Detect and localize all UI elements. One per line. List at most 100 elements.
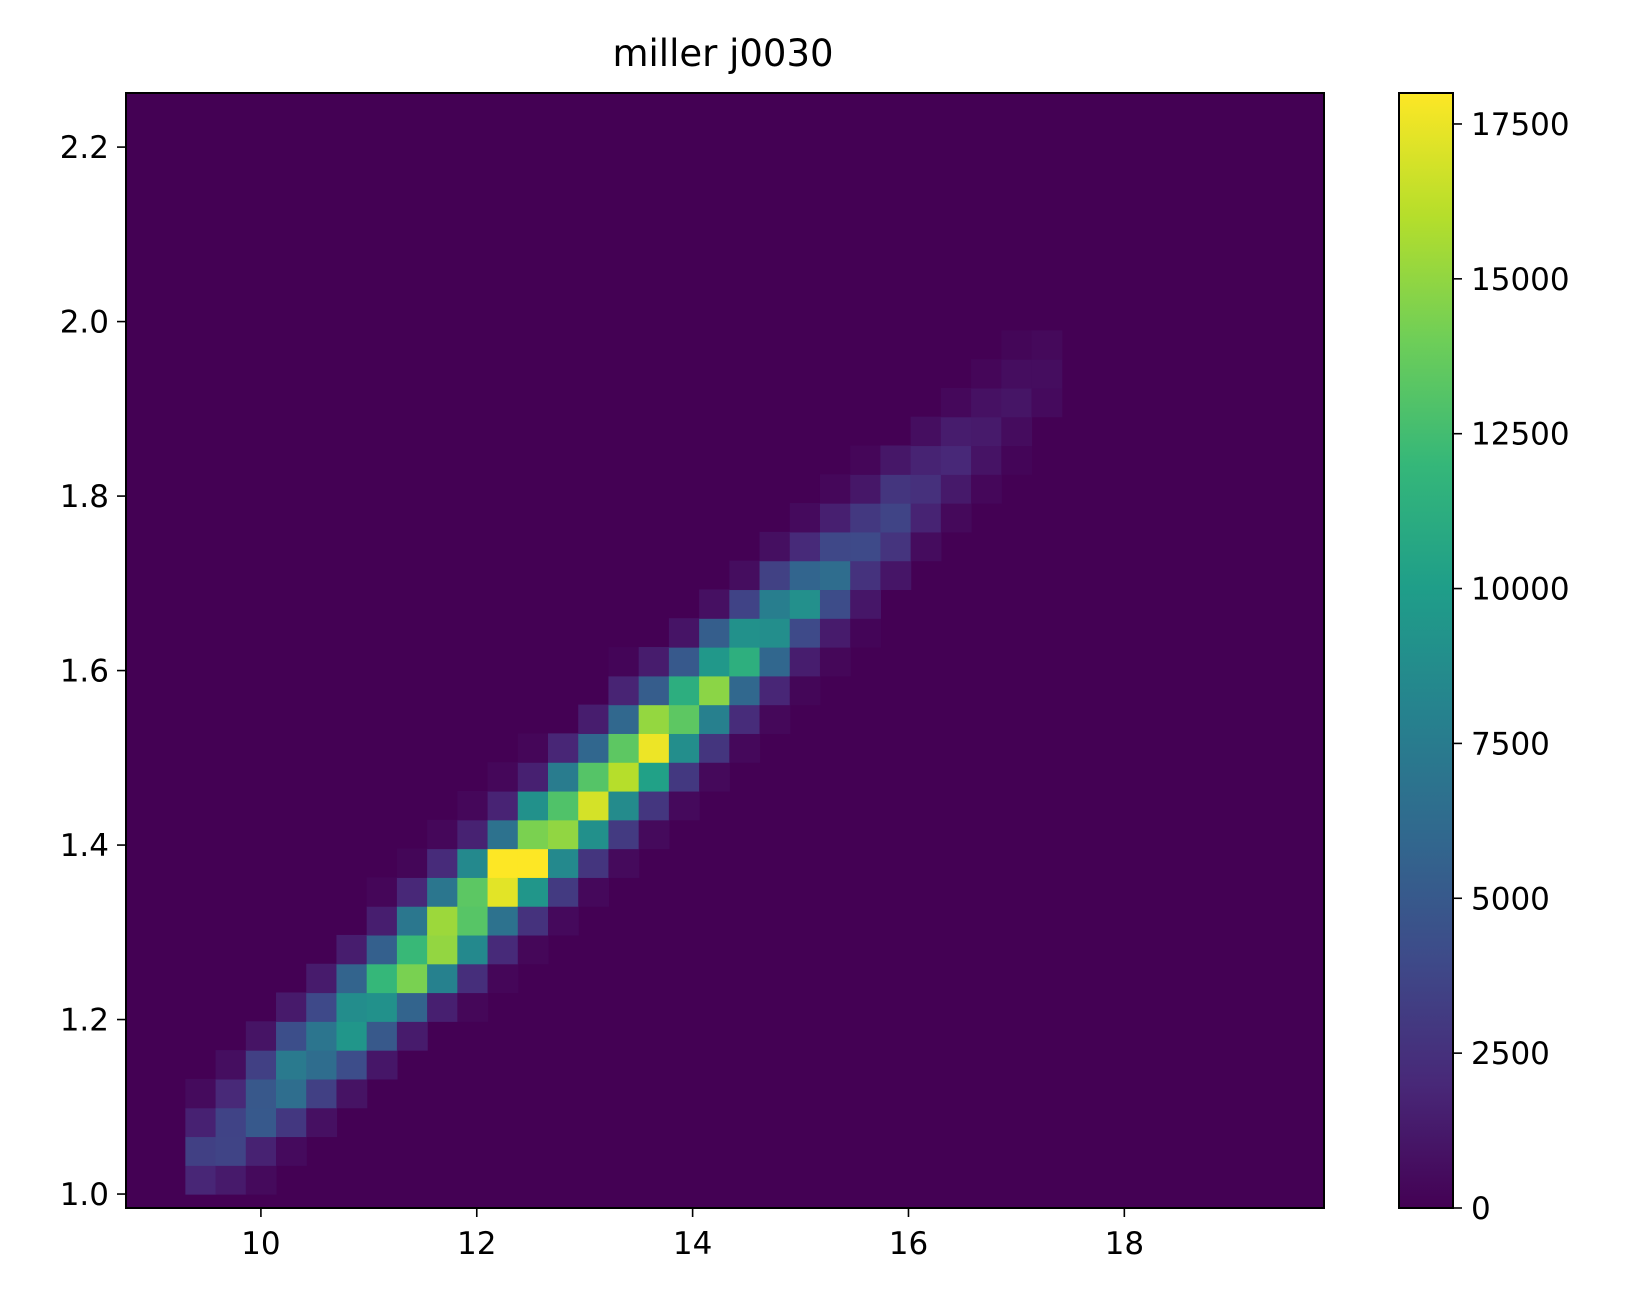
heatmap-bin bbox=[396, 934, 428, 965]
heatmap-bin bbox=[759, 647, 791, 677]
heatmap-bin bbox=[548, 848, 579, 878]
heatmap-bin bbox=[850, 560, 882, 591]
colorbar-tick-label: 15000 bbox=[1471, 262, 1570, 298]
heatmap-bin bbox=[910, 503, 942, 533]
heatmap-bin bbox=[759, 675, 791, 706]
heatmap-bin bbox=[366, 906, 398, 936]
heatmap-bin bbox=[517, 848, 549, 878]
x-tick-label: 10 bbox=[241, 1226, 280, 1262]
plot-frame bbox=[125, 92, 1325, 1209]
heatmap-bin bbox=[608, 647, 640, 677]
heatmap-bin bbox=[699, 762, 730, 792]
heatmap-bin bbox=[638, 733, 670, 763]
heatmap-bin bbox=[245, 1107, 277, 1138]
heatmap-bin bbox=[215, 1078, 247, 1109]
y-tick-label: 1.4 bbox=[60, 828, 109, 864]
heatmap-bin bbox=[306, 992, 338, 1022]
x-tick-label: 16 bbox=[889, 1226, 928, 1262]
heatmap-bin bbox=[245, 1021, 277, 1051]
colorbar-gradient bbox=[1398, 92, 1454, 1209]
y-tick-label: 1.8 bbox=[60, 479, 109, 515]
heatmap-bin bbox=[427, 934, 458, 965]
heatmap-bin bbox=[608, 762, 640, 792]
heatmap-bin bbox=[850, 589, 882, 619]
heatmap-bin bbox=[276, 1107, 307, 1138]
heatmap-bin bbox=[668, 762, 700, 792]
heatmap-bin bbox=[548, 877, 579, 907]
heatmap-bin bbox=[578, 819, 610, 850]
heatmap-bin bbox=[880, 560, 912, 591]
heatmap-bin bbox=[336, 1050, 368, 1080]
heatmap-bin bbox=[910, 445, 942, 475]
heatmap-bin bbox=[1001, 359, 1033, 389]
heatmap-bin bbox=[729, 560, 761, 591]
heatmap-bin bbox=[699, 589, 730, 619]
heatmap-bin bbox=[396, 906, 428, 936]
heatmap-bin bbox=[487, 790, 519, 821]
heatmap-bin bbox=[789, 560, 821, 591]
heatmap-bin bbox=[789, 647, 821, 677]
heatmap-bin bbox=[668, 675, 700, 706]
x-tick-label: 18 bbox=[1105, 1226, 1144, 1262]
heatmap-bin bbox=[608, 675, 640, 706]
heatmap-bin bbox=[1031, 387, 1063, 418]
heatmap-bin bbox=[940, 416, 972, 447]
heatmap-bin bbox=[759, 560, 791, 591]
heatmap-bin bbox=[668, 647, 700, 677]
heatmap-bin bbox=[457, 992, 489, 1022]
colorbar-tick-label: 10000 bbox=[1471, 572, 1570, 608]
heatmap-bin bbox=[608, 790, 640, 821]
heatmap-bin bbox=[427, 819, 458, 850]
x-tick-label: 12 bbox=[457, 1226, 496, 1262]
heatmap-bin bbox=[971, 359, 1002, 389]
heatmap-bin bbox=[487, 963, 519, 994]
heatmap-bin bbox=[366, 992, 398, 1022]
heatmap-bin bbox=[759, 704, 791, 734]
heatmap-bin bbox=[940, 474, 972, 504]
y-tick-label: 1.2 bbox=[60, 1003, 109, 1039]
heatmap-bin bbox=[638, 762, 670, 792]
heatmap-bin bbox=[1031, 359, 1063, 389]
heatmap-bin bbox=[487, 906, 519, 936]
heatmap-bin bbox=[366, 877, 398, 907]
heatmap-bin bbox=[276, 992, 307, 1022]
heatmap-bin bbox=[487, 934, 519, 965]
heatmap-bin bbox=[185, 1078, 217, 1109]
heatmap-bin bbox=[699, 618, 730, 648]
heatmap-bin bbox=[880, 531, 912, 562]
heatmap-bin bbox=[910, 416, 942, 447]
heatmap-bin bbox=[1031, 330, 1063, 360]
y-tick-label: 2.0 bbox=[60, 305, 109, 341]
colorbar-tick-label: 12500 bbox=[1471, 417, 1570, 453]
heatmap-bin bbox=[850, 618, 882, 648]
heatmap-bin bbox=[819, 503, 851, 533]
heatmap-bin bbox=[548, 733, 579, 763]
heatmap-bin bbox=[971, 387, 1002, 418]
heatmap-bin bbox=[427, 877, 458, 907]
heatmap-bin bbox=[517, 877, 549, 907]
heatmap-bin bbox=[215, 1165, 247, 1195]
heatmap-bin bbox=[699, 675, 730, 706]
heatmap-bin bbox=[366, 934, 398, 965]
heatmap-bin bbox=[245, 1050, 277, 1080]
heatmap-bin bbox=[940, 387, 972, 418]
heatmap-bin bbox=[457, 963, 489, 994]
heatmap-bin bbox=[215, 1136, 247, 1166]
heatmap-bin bbox=[850, 445, 882, 475]
heatmap-bin bbox=[729, 733, 761, 763]
heatmap-bin bbox=[1001, 416, 1033, 447]
heatmap-bin bbox=[306, 1078, 338, 1109]
heatmap-bin bbox=[819, 647, 851, 677]
y-tick-label: 1.6 bbox=[60, 654, 109, 690]
heatmap-bin bbox=[608, 848, 640, 878]
heatmap-bin bbox=[457, 848, 489, 878]
heatmap-bin bbox=[850, 503, 882, 533]
heatmap-bin bbox=[396, 1021, 428, 1051]
heatmap-bin bbox=[366, 1021, 398, 1051]
heatmap-bin bbox=[638, 790, 670, 821]
heatmap-bin bbox=[940, 445, 972, 475]
heatmap-bin bbox=[336, 1021, 368, 1051]
colorbar-tick-label: 17500 bbox=[1471, 107, 1570, 143]
heatmap-bin bbox=[276, 1078, 307, 1109]
